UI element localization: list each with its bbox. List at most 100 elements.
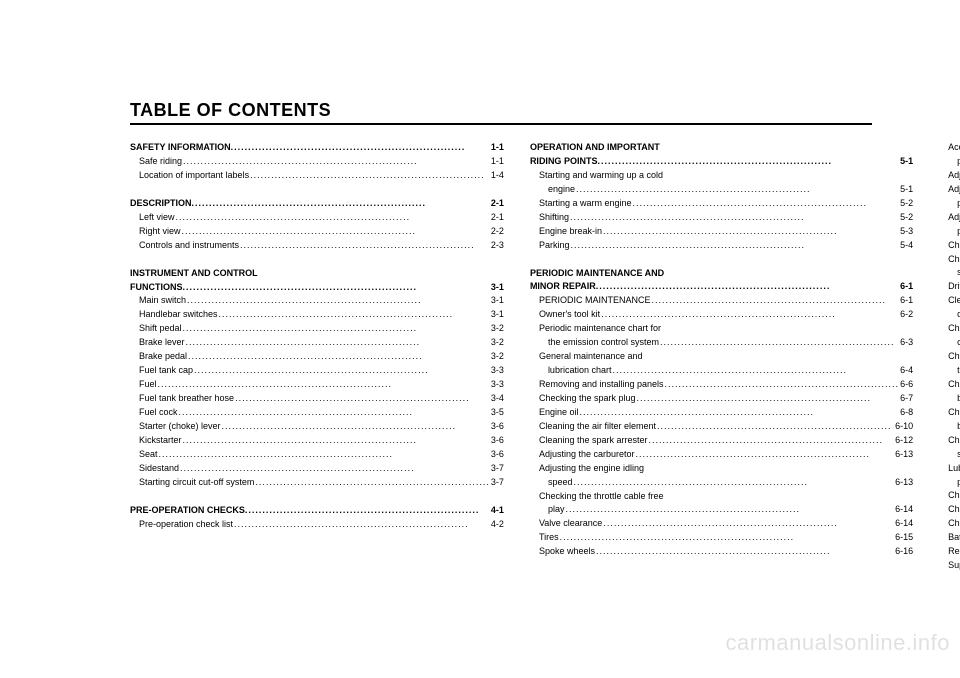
title-rule: TABLE OF CONTENTS (130, 100, 872, 125)
toc-entry: Starting circuit cut-off system 3-7 (130, 476, 504, 490)
toc-entry-text: Fuel tank cap (139, 364, 193, 378)
section-heading-text: MINOR REPAIR (530, 280, 596, 294)
toc-entry-text: Replacing the fuse (948, 545, 960, 559)
toc-entry: Spoke wheels 6-16 (530, 545, 913, 559)
leader-dots (659, 336, 900, 350)
toc-entry-page: 6-4 (900, 364, 913, 378)
toc-entry: Cleaning the air filter element 6-10 (530, 420, 913, 434)
leader-dots (636, 392, 901, 406)
toc-entry-page: 3-1 (491, 308, 504, 322)
toc-entry: Shift pedal 3-2 (130, 322, 504, 336)
toc-entry-page: 6-16 (895, 545, 913, 559)
leader-dots (192, 197, 491, 211)
toc-entry: Brake lever 3-2 (130, 336, 504, 350)
toc-entry-text: Adjusting the brake pedal free (948, 211, 960, 225)
toc-entry: Fuel 3-3 (130, 378, 504, 392)
section-heading-text: DESCRIPTION (130, 197, 192, 211)
toc-entry: Battery 6-26 (939, 531, 960, 545)
toc-entry: Checking the front fork 6-24 (939, 489, 960, 503)
toc-entry-text: Brake pedal (139, 350, 187, 364)
leader-dots (249, 169, 491, 183)
leader-dots (158, 448, 491, 462)
toc-entry: Checking and lubricating the (939, 378, 960, 392)
toc-entry: Kickstarter 3-6 (130, 434, 504, 448)
toc-entry-text: Handlebar switches (139, 308, 218, 322)
toc-entry-text: Starter (choke) lever (139, 420, 221, 434)
toc-entry-page: 6-15 (895, 531, 913, 545)
toc-entry-text: Pre-operation check list (139, 518, 233, 532)
leader-dots (650, 294, 900, 308)
toc-entry-page: 3-4 (491, 392, 504, 406)
toc-section: INSTRUMENT AND CONTROLFUNCTIONS 3-1Main … (130, 267, 504, 490)
toc-entry: Handlebar switches 3-1 (130, 308, 504, 322)
leader-dots (635, 448, 896, 462)
leader-dots (648, 434, 896, 448)
leader-dots (233, 518, 491, 532)
toc-section: DESCRIPTION 2-1Left view 2-1Right view 2… (130, 197, 504, 253)
toc-entry-page: 6-14 (895, 503, 913, 517)
toc-entry: Accessories and replacement (939, 141, 960, 155)
toc-entry-cont: speed 6-13 (530, 476, 913, 490)
leader-dots (572, 476, 895, 490)
toc-entry-text: speed (548, 476, 573, 490)
toc-entry: Adjusting the brake pedal free (939, 211, 960, 225)
toc-entry-text: Right view (139, 225, 181, 239)
section-heading-page: 5-1 (900, 155, 913, 169)
toc-entry: Checking and lubricating the (939, 406, 960, 420)
toc-entry: Checking and lubricating the (939, 350, 960, 364)
toc-entry: Location of important labels 1-4 (130, 169, 504, 183)
page-container: TABLE OF CONTENTS SAFETY INFORMATION 1-1… (0, 0, 960, 627)
toc-entry-text: Engine break-in (539, 225, 602, 239)
section-heading-text: SAFETY INFORMATION (130, 141, 231, 155)
section-heading-text: FUNCTIONS (130, 281, 183, 295)
leader-dots (611, 364, 900, 378)
toc-entry: Checking the shift pedal 6-19 (939, 239, 960, 253)
toc-entry-text: Tires (539, 531, 559, 545)
toc-entry: Valve clearance 6-14 (530, 517, 913, 531)
toc-entry-page: 3-6 (491, 448, 504, 462)
toc-entry-text: Left view (139, 211, 175, 225)
leader-dots (595, 545, 895, 559)
leader-dots (193, 364, 491, 378)
toc-entry-page: 6-13 (895, 448, 913, 462)
toc-entry: Fuel tank cap 3-3 (130, 364, 504, 378)
toc-entry-cont: lubrication chart 6-4 (530, 364, 913, 378)
toc-entry-page: 3-6 (491, 420, 504, 434)
section-heading: MINOR REPAIR 6-1 (530, 280, 913, 294)
toc-entry-page: 6-1 (900, 294, 913, 308)
section-heading-page: 3-1 (491, 281, 504, 295)
toc-entry: Engine oil 6-8 (530, 406, 913, 420)
toc-entry-cont: parts 6-16 (939, 155, 960, 169)
toc-entry-text: Owner's tool kit (539, 308, 600, 322)
toc-entry-text: Accessories and replacement (948, 141, 960, 155)
section-heading-line: PERIODIC MAINTENANCE AND (530, 267, 913, 281)
toc-entry-text: Engine oil (539, 406, 579, 420)
toc-entry: Cleaning the spark arrester 6-12 (530, 434, 913, 448)
leader-dots (632, 197, 901, 211)
toc-entry-page: 6-14 (895, 517, 913, 531)
toc-entry: Checking and lubricating the (939, 434, 960, 448)
toc-entry-text: Valve clearance (539, 517, 602, 531)
toc-entry-page: 5-2 (900, 211, 913, 225)
toc-entry-text: Checking the front and rear brake (948, 253, 960, 267)
toc-entry: Engine break-in 5-3 (530, 225, 913, 239)
toc-entry-text: the emission control system (548, 336, 659, 350)
toc-entry-page: 3-7 (491, 476, 504, 490)
toc-entry-text: Periodic maintenance chart for (539, 322, 661, 336)
toc-section: PRE-OPERATION CHECKS 4-1Pre-operation ch… (130, 504, 504, 532)
leader-dots (181, 225, 491, 239)
toc-entry-page: 6-2 (900, 308, 913, 322)
leader-dots (182, 322, 491, 336)
toc-entry-page: 3-1 (491, 294, 504, 308)
toc-entry-text: Starting and warming up a cold (539, 169, 663, 183)
leader-dots (218, 308, 491, 322)
section-heading-line: OPERATION AND IMPORTANT (530, 141, 913, 155)
toc-entry-page: 3-2 (491, 350, 504, 364)
toc-entry: Removing and installing panels 6-6 (530, 378, 913, 392)
toc-entry-text: Starting circuit cut-off system (139, 476, 254, 490)
section-heading-text: PRE-OPERATION CHECKS (130, 504, 245, 518)
toc-entry-page: 3-7 (491, 462, 504, 476)
toc-entry-text: Checking and lubricating the (948, 350, 960, 364)
toc-entry-text: Parking (539, 239, 570, 253)
leader-dots (179, 462, 491, 476)
